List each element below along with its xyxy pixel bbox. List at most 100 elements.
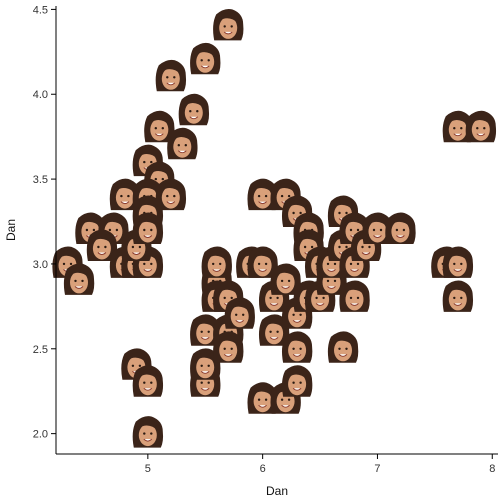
eye-right: [460, 127, 463, 130]
eye-left: [269, 330, 272, 333]
eye-left: [154, 177, 157, 181]
eye-left: [280, 398, 284, 401]
fringe-shape: [252, 183, 273, 194]
smile-shape: [143, 269, 153, 272]
face-shape: [115, 186, 134, 209]
eye-right: [356, 296, 360, 300]
face-shape: [265, 322, 284, 345]
eye-right: [150, 160, 153, 164]
face-shape: [448, 254, 467, 277]
eye-right: [264, 398, 268, 401]
data-point: [247, 178, 278, 211]
eye-right: [138, 364, 142, 367]
eye-right: [127, 194, 130, 198]
data-point: [213, 331, 244, 363]
fringe-shape: [218, 335, 239, 346]
eye-right: [230, 347, 233, 350]
eye-left: [85, 228, 89, 232]
eye-left: [200, 364, 203, 367]
eye-left: [292, 381, 295, 384]
smile-shape: [132, 252, 141, 255]
fringe-shape: [447, 284, 468, 295]
face-shape: [448, 288, 467, 311]
x-axis-ticks: 5 6 7 8: [145, 454, 495, 475]
eye-right: [173, 194, 176, 198]
eye-right: [207, 59, 210, 62]
face-shape: [448, 118, 467, 141]
eye-left: [349, 262, 353, 266]
eye-right: [219, 262, 222, 266]
data-point: [109, 178, 141, 211]
fringe-shape: [126, 352, 147, 363]
eye-left: [200, 59, 203, 62]
fringe-shape: [390, 216, 411, 227]
eye-left: [143, 160, 146, 164]
eye-left: [177, 144, 180, 147]
data-point: [178, 93, 210, 126]
data-point: [190, 348, 221, 380]
eye-left: [292, 313, 295, 316]
eye-left: [74, 279, 77, 283]
eye-left: [223, 25, 226, 28]
eye-right: [310, 245, 314, 249]
smile-shape: [476, 133, 486, 137]
eye-left: [200, 381, 203, 384]
eye-left: [143, 381, 146, 384]
fringe-shape: [80, 216, 101, 227]
fringe-shape: [137, 183, 158, 194]
eye-left: [143, 262, 146, 266]
eye-left: [292, 347, 295, 350]
fringe-shape: [252, 250, 273, 261]
smile-shape: [361, 252, 371, 255]
smile-shape: [292, 353, 302, 357]
eye-left: [315, 296, 318, 300]
eye-right: [173, 76, 176, 79]
data-point: [63, 263, 95, 295]
smile-shape: [97, 252, 107, 255]
face-shape: [138, 373, 157, 396]
smile-shape: [143, 387, 153, 391]
y-tick-label: 2.5: [33, 344, 48, 356]
fringe-shape: [470, 115, 491, 126]
eye-right: [299, 381, 302, 384]
eye-left: [143, 432, 146, 435]
smile-shape: [350, 269, 359, 272]
face-shape: [173, 135, 192, 158]
smile-shape: [74, 286, 84, 289]
fringe-shape: [195, 318, 216, 329]
fringe-shape: [447, 250, 468, 261]
eye-right: [150, 228, 153, 232]
eye-right: [92, 228, 96, 232]
fringe-shape: [172, 132, 193, 143]
smile-shape: [200, 370, 210, 374]
eye-right: [264, 194, 268, 198]
fringe-shape: [229, 301, 250, 312]
data-point: [132, 365, 164, 397]
face-shape: [196, 322, 215, 345]
face-shape: [138, 220, 157, 243]
face-shape: [471, 118, 490, 141]
face-shape: [219, 339, 238, 362]
eye-right: [150, 262, 153, 266]
eye-left: [131, 245, 135, 249]
eye-left: [166, 76, 169, 79]
data-point: [132, 416, 164, 448]
face-shape: [288, 373, 307, 396]
fringe-shape: [298, 233, 319, 244]
fringe-shape: [160, 64, 181, 75]
eye-right: [230, 296, 233, 300]
data-point: [442, 110, 474, 143]
smile-shape: [281, 404, 290, 408]
eye-left: [326, 262, 330, 266]
fringe-shape: [252, 386, 273, 397]
eye-right: [345, 245, 348, 249]
face-shape: [391, 220, 410, 243]
smile-shape: [235, 319, 245, 323]
eye-left: [361, 245, 364, 249]
x-axis-title: Dan: [266, 484, 288, 498]
eye-right: [230, 25, 233, 28]
eye-right: [207, 381, 210, 384]
smile-shape: [292, 387, 302, 391]
data-point: [155, 59, 187, 92]
